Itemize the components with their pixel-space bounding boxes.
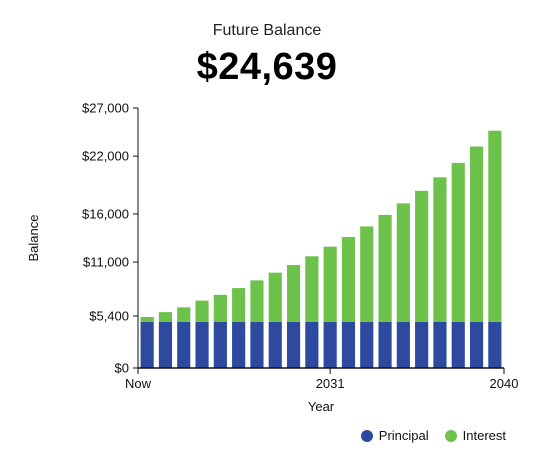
bar-interest-18[interactable] — [469, 146, 484, 322]
bar-principal-3[interactable] — [195, 321, 209, 368]
y-tick-label: $0 — [115, 361, 129, 376]
bar-principal-15[interactable] — [415, 321, 429, 368]
tick-labels: $0 $5,400 $11,000 $16,000 $22,000 $27,000 Now 2… — [82, 101, 518, 392]
x-tick-label: Now — [125, 376, 152, 391]
bar-interest-17[interactable] — [451, 162, 465, 322]
bar-principal-19[interactable] — [488, 321, 502, 368]
bar-principal-13[interactable] — [378, 321, 392, 368]
y-tick-label: $27,000 — [82, 101, 129, 116]
bar-interest-0[interactable] — [140, 316, 154, 322]
bar-principal-14[interactable] — [396, 321, 410, 368]
y-tick-label: $11,000 — [83, 255, 129, 270]
y-tick-label: $5,400 — [89, 309, 129, 324]
bar-principal-16[interactable] — [433, 321, 447, 368]
bar-interest-8[interactable] — [286, 264, 301, 322]
x-tick-label: 2031 — [316, 376, 345, 391]
bar-interest-11[interactable] — [341, 237, 356, 322]
bar-interest-2[interactable] — [177, 307, 191, 322]
legend-item-interest[interactable]: Interest — [444, 428, 506, 443]
legend: Principal Interest — [360, 428, 506, 443]
bar-interest-13[interactable] — [378, 214, 392, 322]
bar-principal-2[interactable] — [177, 321, 191, 368]
bar-interest-9[interactable] — [305, 256, 319, 322]
bar-interest-16[interactable] — [433, 177, 447, 322]
bar-principal-0[interactable] — [140, 321, 154, 368]
bar-principal-12[interactable] — [360, 321, 374, 368]
bar-interest-19[interactable] — [488, 130, 502, 322]
bar-interest-7[interactable] — [268, 272, 282, 322]
bar-interest-14[interactable] — [396, 203, 410, 322]
y-axis-title: Balance — [26, 215, 41, 262]
bar-principal-1[interactable] — [158, 321, 173, 368]
interest-swatch-icon — [444, 429, 457, 442]
y-tick-label: $16,000 — [82, 206, 129, 221]
bar-interest-5[interactable] — [232, 288, 246, 322]
bar-interest-3[interactable] — [195, 300, 209, 322]
future-balance-label: Future Balance — [212, 22, 322, 39]
bar-principal-6[interactable] — [250, 321, 264, 368]
bar-interest-1[interactable] — [158, 312, 173, 322]
legend-label-interest: Interest — [462, 428, 506, 443]
legend-item-principal[interactable]: Principal — [360, 428, 429, 443]
bar-principal-5[interactable] — [232, 321, 246, 368]
x-tick-label: 2040 — [490, 376, 519, 391]
bar-principal-9[interactable] — [305, 321, 319, 368]
bar-principal-7[interactable] — [268, 321, 282, 368]
y-tick-label: $22,000 — [82, 149, 129, 164]
bar-principal-10[interactable] — [323, 321, 337, 368]
future-balance-value: $24,639 — [196, 46, 338, 88]
bars — [140, 130, 502, 368]
bar-principal-18[interactable] — [469, 321, 484, 368]
bar-principal-4[interactable] — [213, 321, 227, 368]
bar-interest-4[interactable] — [213, 294, 227, 322]
principal-swatch-icon — [360, 429, 373, 442]
bar-principal-11[interactable] — [341, 321, 356, 368]
bar-principal-17[interactable] — [451, 321, 465, 368]
bar-interest-10[interactable] — [323, 246, 337, 322]
bar-interest-6[interactable] — [250, 280, 264, 322]
bar-interest-12[interactable] — [360, 226, 374, 322]
x-axis-title: Year — [308, 399, 335, 414]
bar-interest-15[interactable] — [415, 190, 429, 322]
bar-principal-8[interactable] — [286, 321, 301, 368]
legend-label-principal: Principal — [378, 428, 429, 443]
y-axis-ticks — [133, 107, 505, 374]
